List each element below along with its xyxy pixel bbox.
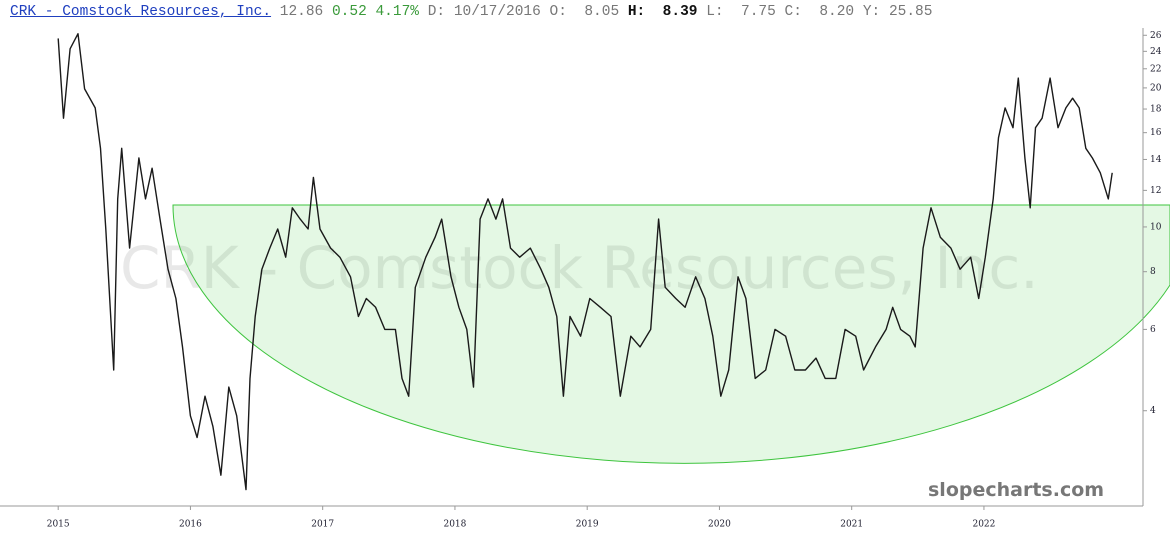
y-tick-label: 24 xyxy=(1150,47,1162,57)
open: 8.05 xyxy=(584,4,620,20)
high-label: H: xyxy=(627,4,646,20)
x-tick-label: 2020 xyxy=(708,520,731,530)
y-tick-label: 18 xyxy=(1150,105,1162,115)
close-label: C: xyxy=(784,4,802,20)
x-tick-label: 2017 xyxy=(311,520,334,530)
y-tick-label: 14 xyxy=(1150,155,1162,165)
y-tick-label: 16 xyxy=(1150,128,1162,138)
y-tick-label: 20 xyxy=(1150,83,1162,93)
y-tick-label: 26 xyxy=(1150,31,1162,41)
y-tick-label: 22 xyxy=(1150,64,1161,74)
x-tick-label: 2021 xyxy=(840,520,863,530)
last-price: 12.86 xyxy=(279,4,324,20)
change-pct: 4.17% xyxy=(375,4,419,20)
y-tick-label: 4 xyxy=(1150,406,1156,416)
low: 7.75 xyxy=(741,4,776,20)
quote-header: CRK - Comstock Resources, Inc. 12.86 0.5… xyxy=(10,4,932,20)
x-tick-label: 2018 xyxy=(443,520,466,530)
x-tick-label: 2015 xyxy=(47,520,70,530)
low-label: L: xyxy=(706,4,724,20)
y-tick-label: 12 xyxy=(1150,186,1161,196)
date: 10/17/2016 xyxy=(453,4,541,20)
change: 0.52 xyxy=(331,4,367,20)
y-tick-label: 8 xyxy=(1150,267,1156,277)
close: 8.20 xyxy=(819,4,855,20)
ticker-title[interactable]: CRK - Comstock Resources, Inc. xyxy=(10,4,272,20)
y-label: Y: xyxy=(862,4,881,20)
x-tick-label: 2022 xyxy=(972,520,995,530)
date-label: D: xyxy=(427,4,446,20)
y-value: 25.85 xyxy=(888,4,933,20)
open-label: O: xyxy=(549,4,567,20)
y-tick-label: 10 xyxy=(1150,222,1162,232)
price-line xyxy=(57,33,1113,491)
high: 8.39 xyxy=(662,4,698,20)
watermark: CRK - Comstock Resources, Inc. xyxy=(120,234,1039,302)
brand: slopecharts.com xyxy=(928,479,1104,501)
cup-annotation xyxy=(172,204,1170,464)
x-tick-label: 2019 xyxy=(576,520,599,530)
x-tick-label: 2016 xyxy=(179,520,202,530)
y-tick-label: 6 xyxy=(1150,325,1156,335)
